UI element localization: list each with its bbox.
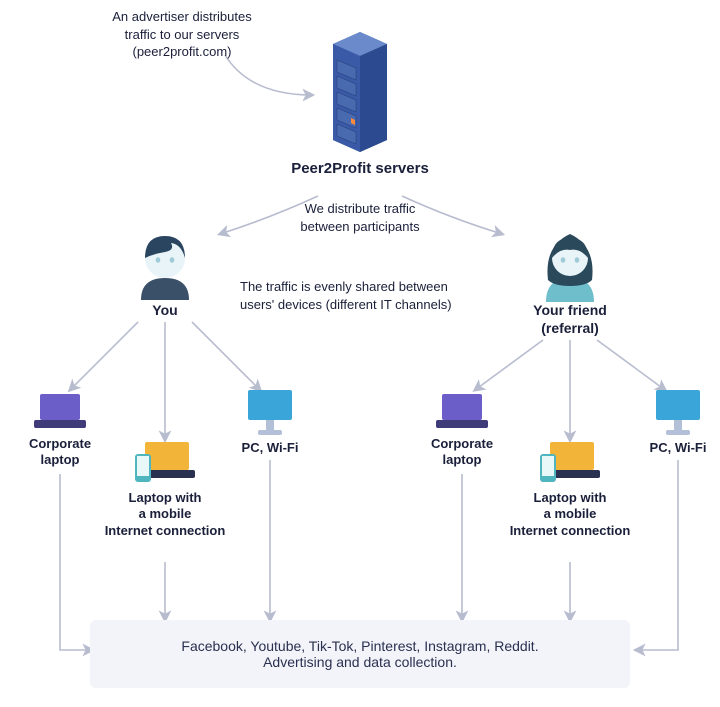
- friend-corporate-laptop-icon: [434, 392, 490, 432]
- friend-corporate-label: Corporate laptop: [416, 436, 508, 469]
- friend-mobile-label: Laptop with a mobile Internet connection: [503, 490, 637, 539]
- caption-distribute: We distribute traffic between participan…: [270, 200, 450, 235]
- friend-avatar-icon: [536, 226, 604, 302]
- caption-advertiser: An advertiser distributes traffic to our…: [82, 8, 282, 61]
- you-avatar-icon: [131, 228, 199, 300]
- you-corporate-label: Corporate laptop: [14, 436, 106, 469]
- you-label: You: [125, 302, 205, 320]
- friend-label: Your friend (referral): [520, 302, 620, 337]
- destinations-box: Facebook, Youtube, Tik-Tok, Pinterest, I…: [90, 620, 630, 688]
- friend-pc-label: PC, Wi-Fi: [640, 440, 716, 456]
- you-pc-label: PC, Wi-Fi: [232, 440, 308, 456]
- friend-pc-icon: [652, 388, 704, 438]
- you-mobile-laptop-icon: [135, 440, 197, 484]
- destinations-text: Facebook, Youtube, Tik-Tok, Pinterest, I…: [150, 638, 570, 670]
- server-label: Peer2Profit servers: [270, 160, 450, 179]
- caption-evenly: The traffic is evenly shared between use…: [240, 278, 500, 313]
- you-corporate-laptop-icon: [32, 392, 88, 432]
- server-icon: [328, 26, 392, 154]
- you-pc-icon: [244, 388, 296, 438]
- friend-mobile-laptop-icon: [540, 440, 602, 484]
- you-mobile-label: Laptop with a mobile Internet connection: [98, 490, 232, 539]
